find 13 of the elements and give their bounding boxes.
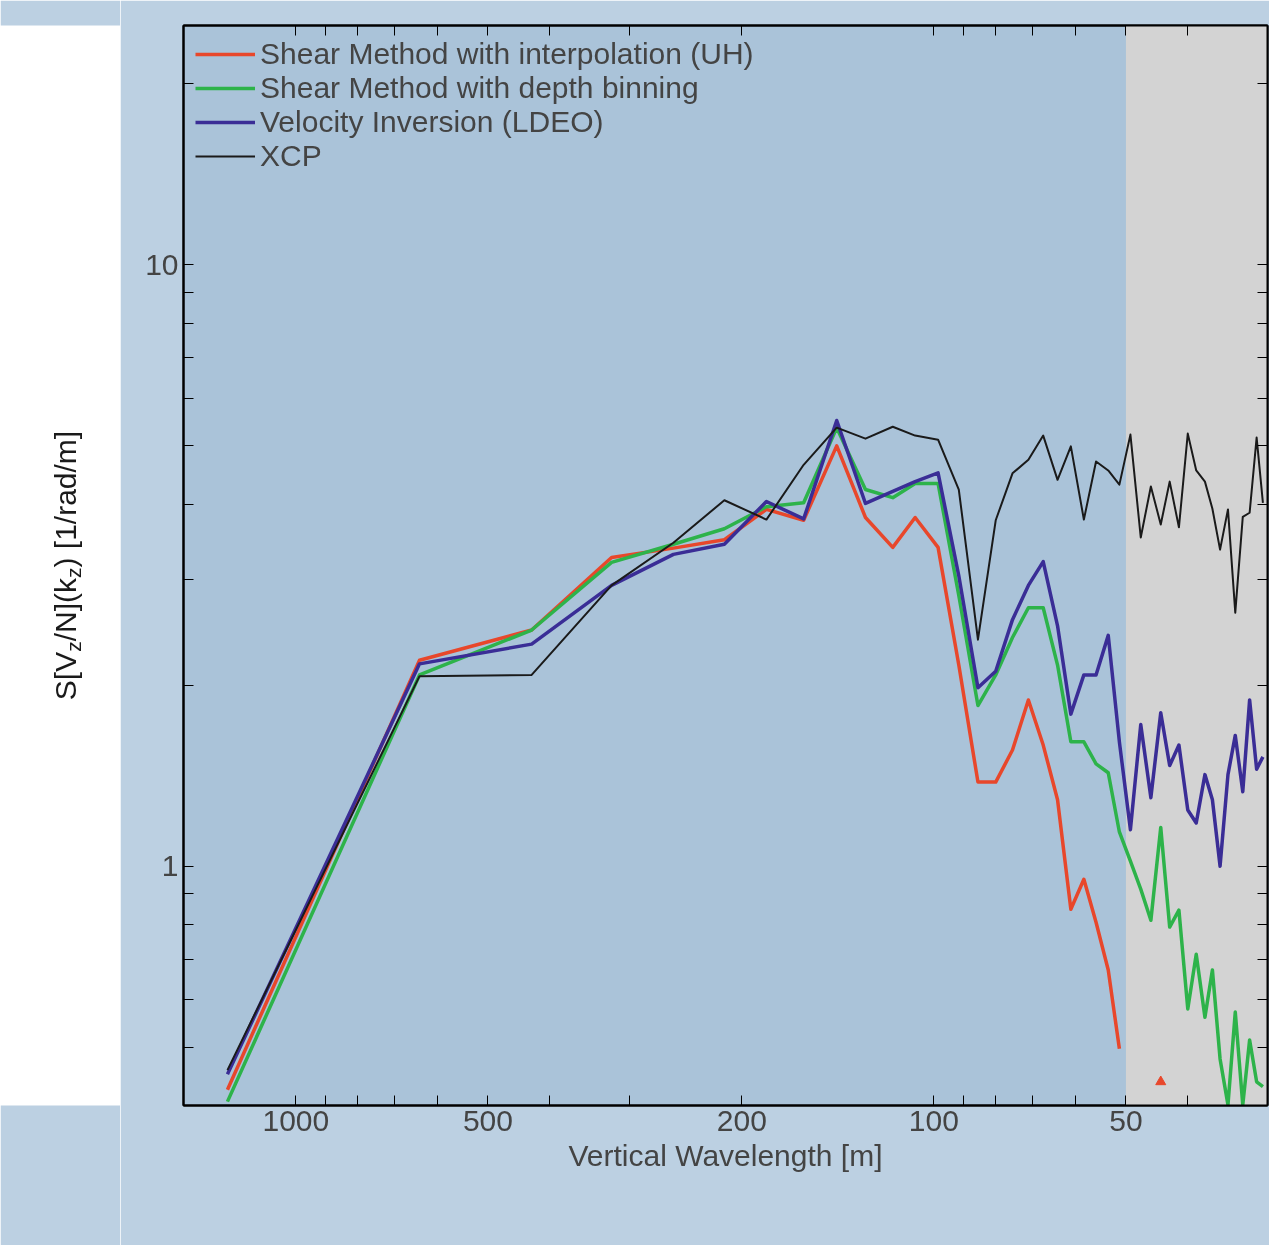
- x-tick-label: 200: [716, 1103, 767, 1137]
- legend-label: Shear Method with depth binning: [260, 71, 699, 105]
- x-tick-label: 50: [1109, 1103, 1143, 1137]
- x-axis-title: Vertical Wavelength [m]: [568, 1138, 883, 1172]
- legend-label: Shear Method with interpolation (UH): [260, 37, 754, 71]
- legend-label: Velocity Inversion (LDEO): [260, 105, 604, 139]
- legend-label: XCP: [260, 139, 322, 173]
- y-axis-title: S[Vz/N](kz) [1/rad/m]: [49, 430, 85, 701]
- x-tick-label: 100: [908, 1103, 959, 1137]
- y-tick-label: 10: [145, 247, 179, 281]
- x-tick-label: 500: [462, 1103, 513, 1137]
- x-tick-label: 1000: [262, 1103, 330, 1137]
- y-tick-label: 1: [161, 849, 179, 883]
